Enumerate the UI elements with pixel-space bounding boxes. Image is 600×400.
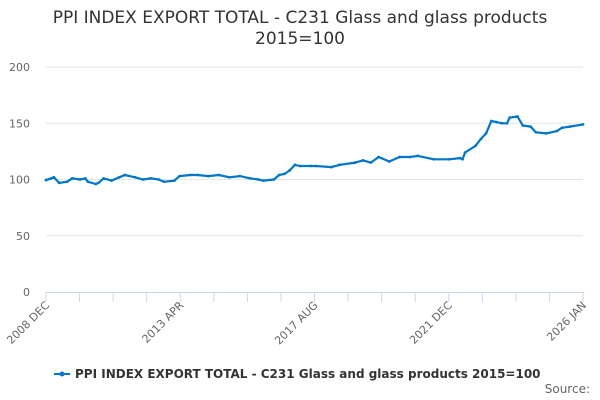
x-tick-label: 2026 JAN [544, 299, 589, 344]
y-tick-label: 50 [16, 230, 30, 243]
data-point [293, 163, 297, 167]
data-point [102, 176, 106, 180]
data-point [110, 179, 113, 183]
data-point [474, 144, 477, 148]
data-point [123, 173, 126, 177]
data-point [416, 154, 420, 158]
data-point [52, 175, 56, 179]
data-point [96, 181, 100, 185]
data-point [78, 178, 82, 181]
y-tick-label: 0 [23, 286, 30, 299]
data-point [463, 151, 467, 154]
x-tick-label: 2013 APR [139, 299, 186, 346]
data-point [133, 175, 137, 179]
y-tick-label: 150 [9, 117, 30, 130]
data-point [57, 181, 61, 185]
data-point [227, 175, 231, 179]
data-point [44, 178, 48, 182]
data-point [398, 155, 402, 159]
legend-marker-icon [59, 371, 65, 377]
data-point [277, 173, 281, 177]
data-point [188, 173, 192, 177]
data-point [581, 122, 585, 126]
source-label: Source: [544, 382, 590, 396]
data-point [484, 131, 488, 135]
data-point [555, 129, 559, 133]
data-point [248, 176, 252, 180]
data-point [162, 180, 166, 184]
data-point [377, 155, 381, 159]
data-point [217, 173, 221, 177]
data-point [500, 121, 504, 125]
data-point [70, 176, 74, 180]
data-point [408, 155, 412, 159]
data-point [256, 178, 260, 181]
data-point [172, 179, 176, 183]
data-point [568, 125, 572, 129]
data-point [458, 156, 462, 160]
data-point [508, 116, 512, 120]
data-point [238, 174, 242, 178]
x-tick-label: 2008 DEC [4, 299, 52, 347]
data-point [49, 176, 53, 180]
data-point [86, 180, 90, 184]
data-point [387, 160, 391, 163]
data-point [448, 157, 451, 161]
data-point [361, 158, 365, 162]
data-point [141, 178, 145, 181]
data-point [516, 115, 519, 118]
data-point [83, 176, 87, 180]
data-point [369, 161, 373, 165]
x-tick-label: 2021 DEC [407, 299, 455, 347]
data-point [544, 131, 548, 135]
data-point [196, 173, 200, 177]
data-point [65, 180, 69, 184]
data-point [495, 120, 498, 124]
y-tick-label: 100 [9, 174, 30, 187]
data-point [353, 161, 357, 165]
data-point [298, 164, 302, 168]
data-point [337, 163, 341, 167]
data-point [149, 176, 153, 180]
data-point [505, 121, 509, 125]
data-point [157, 178, 161, 181]
data-point [309, 164, 312, 168]
data-point [489, 119, 493, 123]
data-point [432, 157, 436, 161]
data-point [330, 165, 333, 169]
data-point [461, 157, 464, 161]
data-point [529, 125, 533, 129]
series-line [45, 115, 584, 186]
data-point [207, 174, 210, 178]
data-point [282, 172, 286, 176]
data-point [521, 124, 525, 127]
chart-title-line2: 2015=100 [255, 29, 345, 49]
chart-title: PPI INDEX EXPORT TOTAL - C231 Glass and … [0, 8, 600, 50]
data-point [272, 178, 276, 181]
data-point [479, 137, 483, 141]
x-tick-label: 2017 AUG [272, 299, 321, 348]
data-point [560, 126, 564, 130]
data-point [288, 169, 292, 172]
data-point [94, 182, 98, 186]
data-point [262, 179, 265, 183]
legend-label: PPI INDEX EXPORT TOTAL - C231 Glass and … [75, 367, 541, 381]
chart-title-line1: PPI INDEX EXPORT TOTAL - C231 Glass and … [52, 8, 548, 28]
y-tick-label: 200 [9, 61, 30, 74]
data-point [117, 175, 121, 179]
data-point [314, 164, 318, 168]
data-point [534, 130, 538, 134]
data-point [178, 174, 181, 178]
